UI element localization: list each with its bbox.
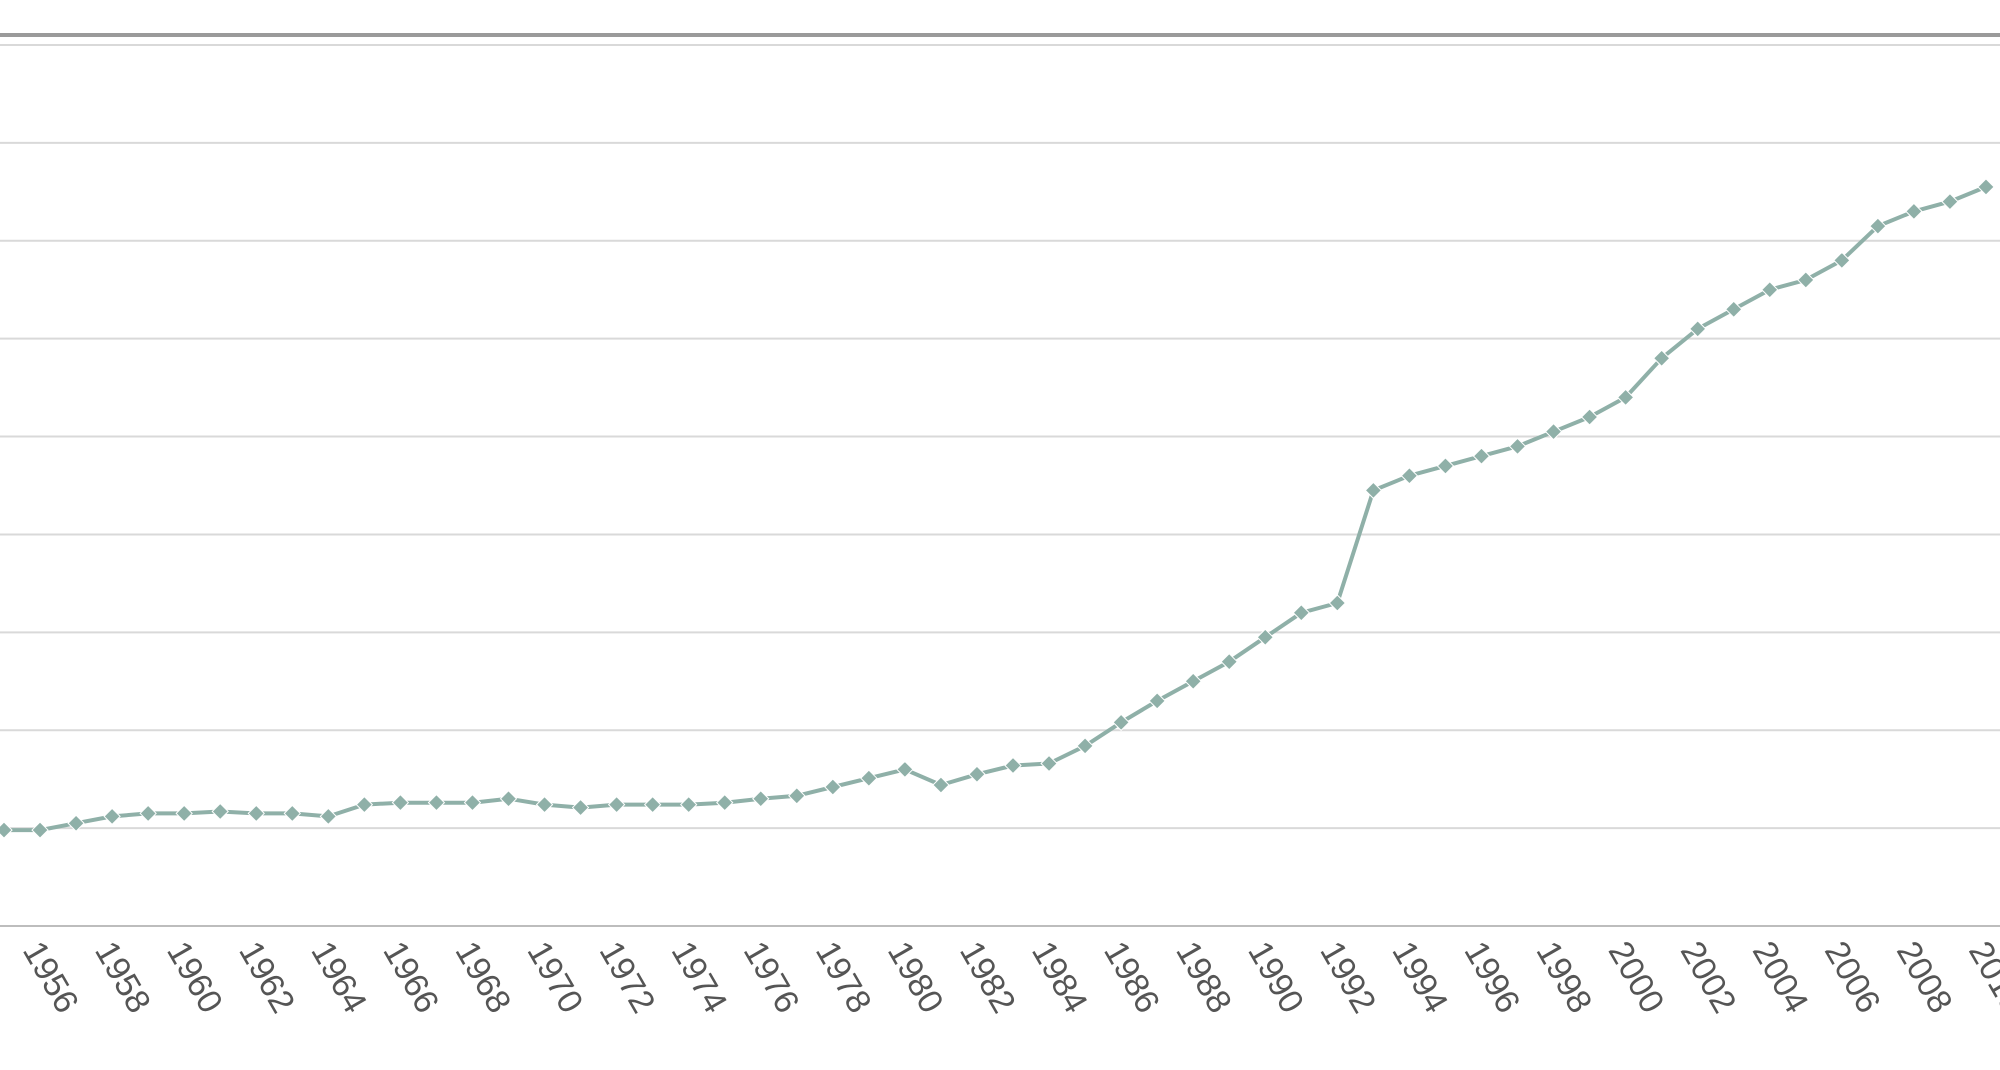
data-point [355,795,374,814]
data-point [67,814,85,832]
data-point [1220,652,1238,671]
data-point [283,804,301,823]
data-point [1328,594,1347,612]
data-point [1580,408,1599,426]
data-point [1616,388,1635,407]
data-point [679,795,698,814]
data-point [1544,422,1563,441]
data-point [139,804,157,823]
data-point [1941,192,1959,211]
data-point [1148,692,1166,710]
data-point [0,821,13,839]
data-point [247,804,265,823]
data-point [1508,437,1527,456]
data-point [1472,447,1491,465]
data-point [716,793,734,812]
data-point [1688,320,1707,338]
data-point [1436,457,1455,475]
data-point [1112,713,1130,732]
data-point [607,795,626,814]
data-point [319,807,338,826]
data-point [932,776,950,794]
data-point [1004,756,1022,775]
data-point [896,760,914,779]
data-point [1040,754,1058,773]
data-point [1292,604,1311,622]
data-point [1400,467,1419,485]
data-point [968,765,986,783]
data-point [31,821,49,839]
data-point [499,790,518,808]
data-point [1797,271,1815,289]
data-point [643,795,662,814]
data-point [571,798,590,817]
data-point [175,804,193,823]
data-point [535,795,554,814]
data-point [1076,737,1094,755]
data-point [860,769,878,787]
data-point [824,778,842,796]
data-point [1184,672,1202,690]
data-point [1977,178,1995,196]
data-point [1833,251,1851,270]
data-point [1761,281,1779,299]
data-point [391,793,410,812]
data-point [1364,481,1383,500]
data-point [427,793,446,812]
data-point [1652,349,1671,367]
data-point [1869,217,1887,235]
data-point [1905,202,1923,221]
data-point [752,790,770,808]
data-point [103,807,121,826]
data-point [463,793,482,812]
data-point [1725,300,1743,319]
gridlines [0,44,2000,830]
data-point [788,787,806,805]
data-point [1256,628,1274,646]
plot-frame [0,33,2000,927]
data-point [211,802,229,821]
data-point-group [0,178,1995,839]
